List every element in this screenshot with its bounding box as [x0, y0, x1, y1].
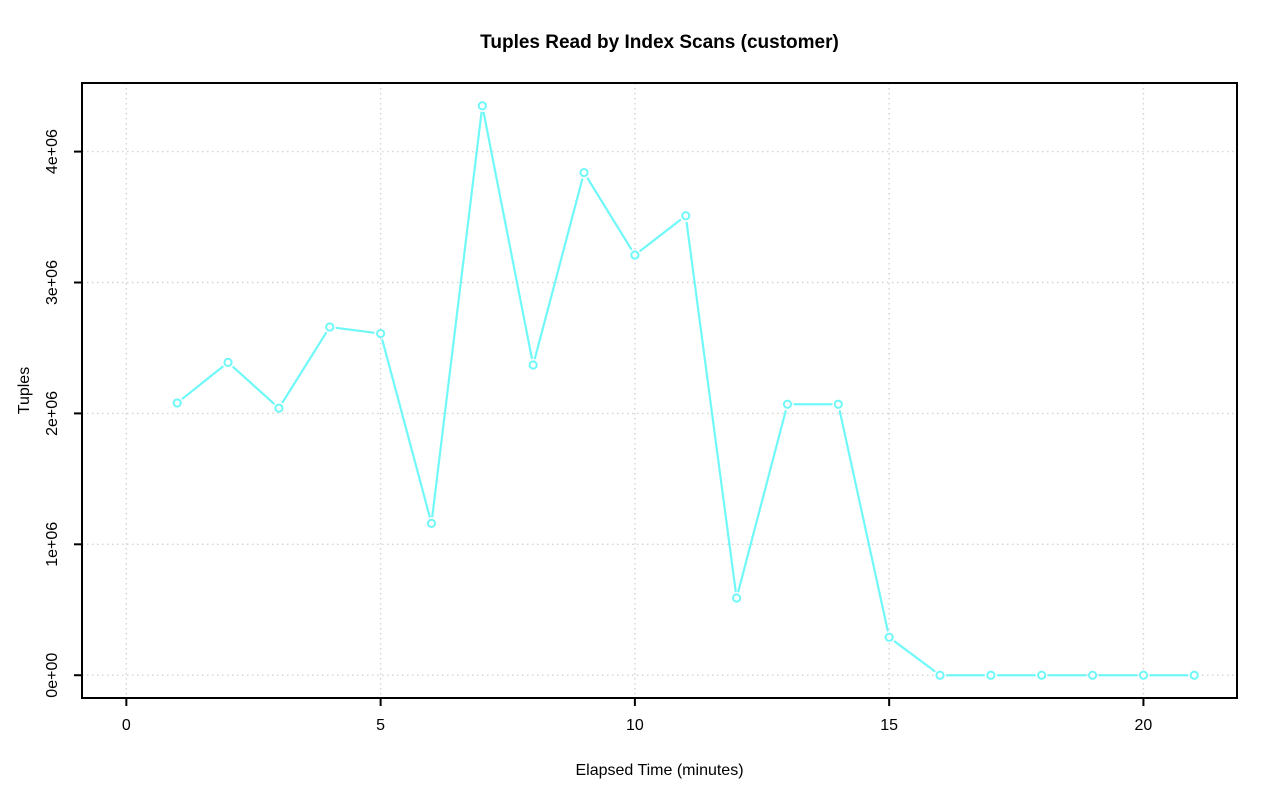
line-segment	[838, 409, 889, 632]
line-segment	[232, 365, 275, 405]
data-point-marker	[274, 403, 284, 413]
y-tick-label: 2e+06	[44, 391, 61, 436]
data-point-marker	[376, 328, 386, 339]
data-point-marker	[935, 670, 945, 680]
line-segment	[381, 339, 431, 518]
line-segment	[281, 331, 328, 404]
line-segment	[482, 111, 533, 360]
y-tick-label: 3e+06	[44, 260, 61, 305]
data-point-marker	[477, 101, 487, 111]
line-segment	[893, 640, 936, 673]
x-tick-label: 0	[122, 717, 131, 734]
data-point-marker	[1138, 670, 1149, 680]
x-axis-label: Elapsed Time (minutes)	[575, 762, 743, 779]
y-tick-label: 0e+00	[44, 653, 61, 698]
line-segment	[685, 221, 737, 593]
data-point-marker	[630, 250, 640, 260]
line-segment	[181, 365, 224, 400]
data-point-marker	[884, 632, 894, 642]
chart-title: Tuples Read by Index Scans (customer)	[480, 32, 839, 53]
axis-layer: 0 5 10 15 20 0e+00 1e+06 2e+06 3e+06 4e+06	[44, 82, 1238, 734]
line-segment	[431, 111, 483, 518]
line-segment	[737, 409, 787, 593]
data-point-marker	[325, 322, 335, 332]
line-segment	[586, 177, 633, 251]
x-tick-label: 15	[880, 717, 898, 734]
y-axis-label: Tuples	[16, 367, 33, 414]
plot-border	[81, 82, 1238, 699]
x-tick-label: 10	[626, 717, 644, 734]
grid-layer	[82, 83, 1237, 698]
data-point-marker	[731, 593, 742, 603]
line-segment	[639, 218, 682, 252]
data-point-marker	[426, 518, 437, 528]
data-point-marker	[782, 399, 793, 409]
data-point-marker	[833, 399, 843, 409]
y-tick-label: 1e+06	[44, 522, 61, 567]
data-point-marker	[223, 357, 233, 367]
data-point-marker	[528, 360, 538, 370]
data-point-marker	[681, 211, 691, 221]
line-segment	[533, 178, 584, 360]
y-tick-label: 4e+06	[44, 129, 61, 174]
line-segment	[335, 326, 375, 334]
data-point-marker	[1037, 670, 1047, 680]
data-point-marker	[986, 670, 996, 680]
x-tick-label: 5	[376, 717, 385, 734]
data-series-line	[172, 101, 1199, 680]
data-point-marker	[1087, 670, 1098, 680]
x-tick-label: 20	[1135, 717, 1153, 734]
data-point-marker	[1189, 670, 1199, 680]
data-point-marker	[172, 398, 182, 408]
data-point-marker	[579, 167, 589, 178]
